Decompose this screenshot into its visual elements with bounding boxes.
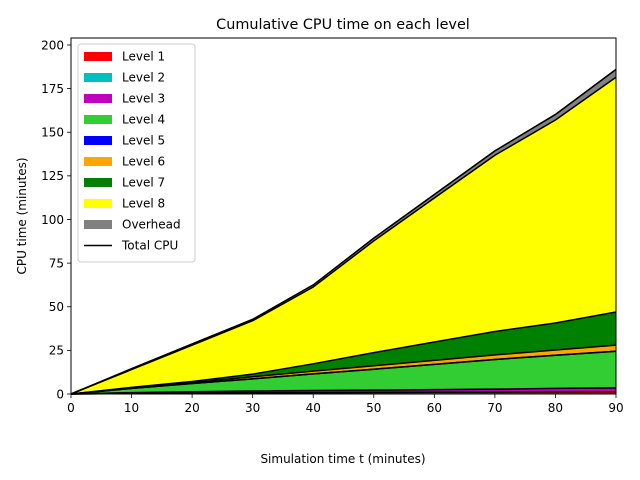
plot-frame bbox=[70, 37, 617, 395]
legend-swatch-level-1 bbox=[84, 52, 112, 61]
x-tick-label: 90 bbox=[608, 401, 623, 415]
legend-swatch-level-3 bbox=[84, 94, 112, 103]
legend-label-level-5: Level 5 bbox=[122, 134, 165, 148]
y-axis-label: CPU time (minutes) bbox=[15, 157, 29, 274]
x-axis-ticks: 0 10 20 30 40 50 60 70 80 90 bbox=[67, 394, 624, 415]
x-tick-label: 70 bbox=[487, 401, 502, 415]
y-tick-label: 0 bbox=[56, 387, 64, 401]
legend-label-level-4: Level 4 bbox=[122, 113, 165, 127]
x-tick-label: 10 bbox=[124, 401, 139, 415]
legend-label-level-1: Level 1 bbox=[122, 50, 165, 64]
legend-label-level-2: Level 2 bbox=[122, 71, 165, 85]
boundary-lines bbox=[70, 68, 617, 395]
y-tick-label: 150 bbox=[41, 126, 64, 140]
area-level-7 bbox=[71, 311, 616, 394]
area-level-8 bbox=[71, 77, 616, 394]
legend-swatch-level-2 bbox=[84, 73, 112, 82]
y-tick-label: 175 bbox=[41, 82, 64, 96]
legend-swatch-level-8 bbox=[84, 199, 112, 208]
y-tick-label: 25 bbox=[49, 344, 64, 358]
legend-label-total-cpu: Total CPU bbox=[121, 239, 178, 253]
boundary-level-2 bbox=[70, 390, 617, 395]
legend-label-level-8: Level 8 bbox=[122, 197, 165, 211]
legend-label-level-6: Level 6 bbox=[122, 155, 165, 169]
y-tick-label: 200 bbox=[41, 38, 64, 52]
legend: Level 1 Level 2 Level 3 Level 4 Level 5 Level… bbox=[77, 43, 196, 263]
x-tick-label: 60 bbox=[427, 401, 442, 415]
boundary-level-8 bbox=[70, 76, 617, 395]
y-axis-ticks: 0 25 50 75 100 125 150 175 200 bbox=[41, 38, 71, 401]
legend-label-level-3: Level 3 bbox=[122, 92, 165, 106]
x-tick-label: 80 bbox=[548, 401, 563, 415]
legend-swatch-overhead bbox=[84, 220, 112, 229]
legend-swatch-level-4 bbox=[84, 115, 112, 124]
legend-label-overhead: Overhead bbox=[122, 218, 181, 232]
y-tick-label: 100 bbox=[41, 213, 64, 227]
area-level-4 bbox=[71, 351, 616, 394]
legend-swatch-level-6 bbox=[84, 157, 112, 166]
x-axis-label: Simulation time t (minutes) bbox=[260, 452, 425, 466]
y-tick-label: 50 bbox=[49, 300, 64, 314]
x-tick-label: 0 bbox=[67, 401, 75, 415]
legend-swatch-level-5 bbox=[84, 136, 112, 145]
legend-label-level-7: Level 7 bbox=[122, 176, 165, 190]
x-tick-label: 50 bbox=[366, 401, 381, 415]
x-tick-label: 20 bbox=[184, 401, 199, 415]
boundary-level-3 bbox=[70, 387, 617, 395]
legend-swatch-level-7 bbox=[84, 178, 112, 187]
chart-title: Cumulative CPU time on each level bbox=[216, 17, 470, 33]
y-tick-label: 125 bbox=[41, 169, 64, 183]
y-tick-label: 75 bbox=[49, 256, 64, 270]
total-cpu-line bbox=[70, 68, 617, 395]
boundary-level-6 bbox=[70, 344, 617, 395]
x-tick-label: 40 bbox=[306, 401, 321, 415]
boundary-level-7 bbox=[70, 311, 617, 395]
x-tick-label: 30 bbox=[245, 401, 260, 415]
